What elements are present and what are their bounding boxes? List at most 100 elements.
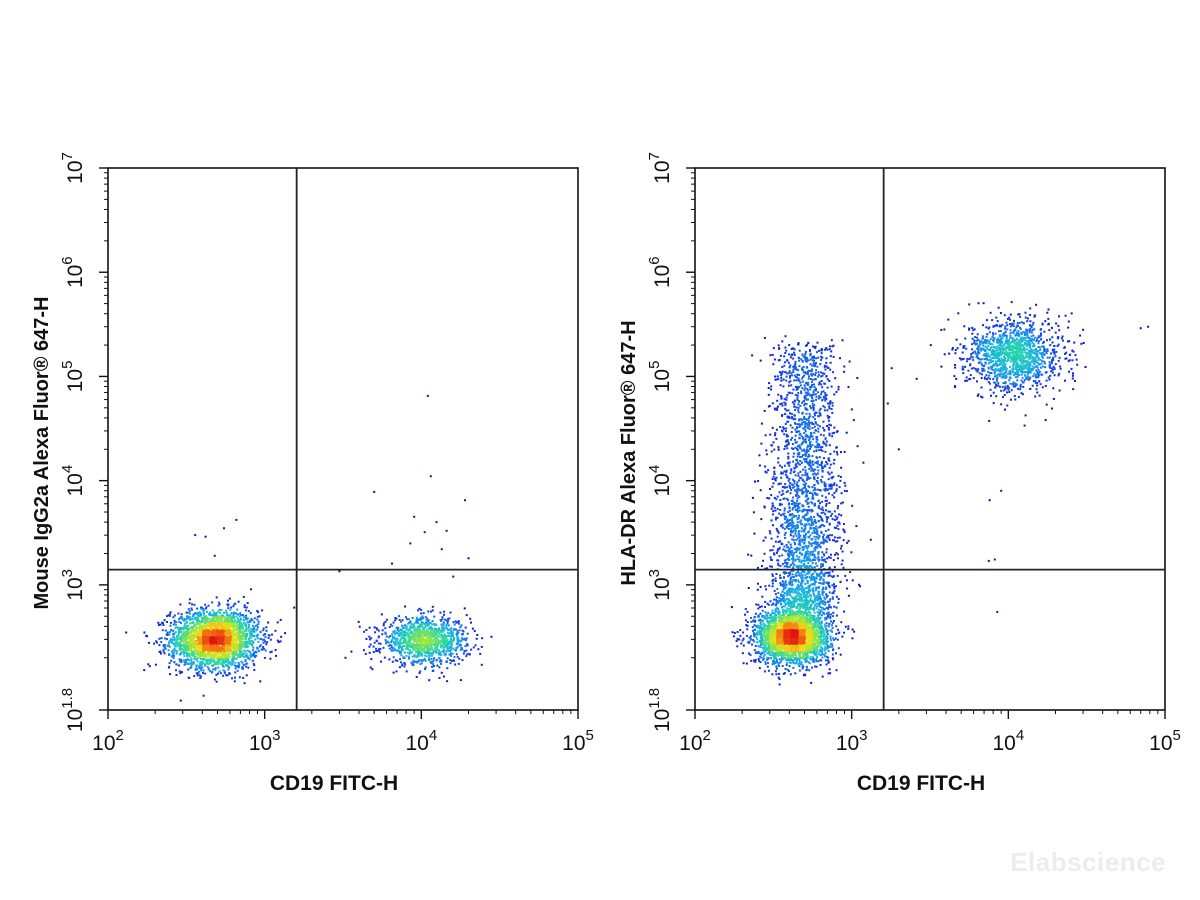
event-dot xyxy=(773,472,776,475)
event-dot xyxy=(230,630,232,633)
event-dot xyxy=(443,638,446,641)
event-dot xyxy=(415,643,418,645)
event-dot xyxy=(774,378,777,381)
event-dot xyxy=(239,624,242,627)
event-dot xyxy=(822,440,825,443)
event-dot xyxy=(177,629,180,632)
event-dot xyxy=(1035,388,1038,391)
event-dot xyxy=(783,433,786,436)
event-dot xyxy=(777,461,780,464)
event-dot xyxy=(1022,385,1025,388)
event-dot xyxy=(260,638,263,641)
event-dot xyxy=(774,432,777,435)
event-dot xyxy=(821,556,824,559)
event-dot xyxy=(396,637,399,640)
event-dot xyxy=(198,667,201,670)
event-dot xyxy=(779,464,781,467)
event-dot xyxy=(371,668,374,671)
event-dot xyxy=(214,630,217,633)
event-dot xyxy=(465,637,468,640)
event-dot xyxy=(380,660,382,663)
event-dot xyxy=(1139,327,1142,330)
event-dot xyxy=(256,628,259,631)
event-dot xyxy=(773,407,776,410)
event-dot xyxy=(1072,388,1075,391)
event-dot xyxy=(1024,414,1027,417)
event-dot xyxy=(435,659,438,661)
event-dot xyxy=(241,667,244,669)
event-dot xyxy=(182,636,185,639)
event-dot xyxy=(1020,392,1023,395)
event-dot xyxy=(448,617,451,620)
event-dot xyxy=(822,420,825,423)
event-dot xyxy=(856,377,859,379)
event-dot xyxy=(185,637,187,640)
event-dot xyxy=(401,633,404,636)
event-dot xyxy=(172,652,175,654)
event-dot xyxy=(821,470,824,472)
event-dot xyxy=(189,643,192,646)
event-dot xyxy=(430,642,432,645)
event-dot xyxy=(409,646,412,649)
event-dot xyxy=(204,615,207,618)
event-dot xyxy=(836,451,838,454)
event-dot xyxy=(774,670,777,673)
event-dot xyxy=(215,614,218,617)
event-dot xyxy=(1080,342,1083,345)
event-dot xyxy=(405,626,408,629)
event-dot xyxy=(775,378,778,381)
event-dot xyxy=(219,616,222,619)
event-dot xyxy=(771,513,774,516)
event-dot xyxy=(239,636,242,639)
event-dot xyxy=(771,573,774,576)
event-dot xyxy=(793,405,796,408)
event-dot xyxy=(213,622,216,625)
event-dot xyxy=(258,645,261,648)
event-dot xyxy=(784,335,787,338)
event-dot xyxy=(250,631,252,634)
event-dot xyxy=(192,638,195,640)
event-dot xyxy=(192,653,195,656)
event-dot xyxy=(430,657,433,660)
event-dot xyxy=(786,444,788,447)
event-dot xyxy=(415,647,418,650)
event-dot xyxy=(1010,389,1013,392)
event-dot xyxy=(358,625,361,628)
event-dot xyxy=(830,339,833,342)
event-dot xyxy=(438,649,441,652)
event-dot xyxy=(427,656,430,659)
event-dot xyxy=(175,663,178,666)
event-dot xyxy=(774,593,777,596)
event-dot xyxy=(274,649,277,651)
event-dot xyxy=(774,540,777,543)
event-dot xyxy=(834,515,837,518)
event-dot xyxy=(233,680,236,683)
event-dot xyxy=(186,630,189,632)
event-dot xyxy=(825,536,828,539)
event-dot xyxy=(779,426,782,428)
event-dot xyxy=(772,482,775,485)
event-dot xyxy=(188,612,191,615)
event-dot xyxy=(419,663,422,665)
event-dot xyxy=(176,639,179,642)
event-dot xyxy=(778,512,781,515)
event-dot xyxy=(214,631,217,634)
event-dot xyxy=(782,385,785,388)
event-dot xyxy=(234,661,237,664)
event-dot xyxy=(418,632,420,635)
event-dot xyxy=(1057,359,1060,362)
event-dot xyxy=(147,663,150,666)
event-dot xyxy=(204,655,207,658)
event-dot xyxy=(739,629,742,632)
event-dot xyxy=(230,612,233,614)
event-dot xyxy=(199,666,202,669)
event-dot xyxy=(772,504,774,507)
event-dot xyxy=(789,486,791,488)
event-dot xyxy=(440,548,443,551)
event-dot xyxy=(780,471,783,474)
event-dot xyxy=(209,620,212,623)
event-dot xyxy=(200,626,203,629)
event-dot xyxy=(821,506,824,509)
event-dot xyxy=(219,648,222,651)
event-dot xyxy=(204,636,207,638)
